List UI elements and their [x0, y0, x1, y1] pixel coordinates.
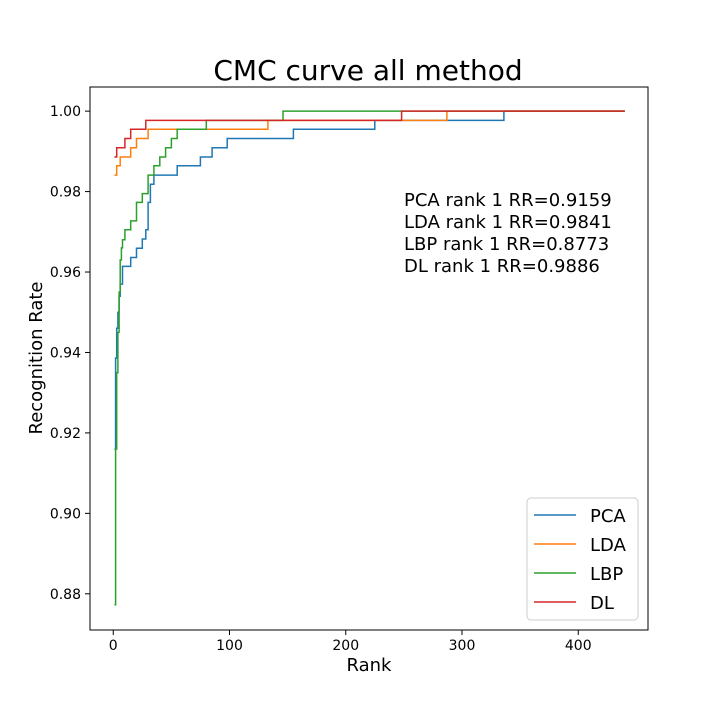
- x-tick-label: 300: [449, 638, 476, 654]
- legend-label-pca: PCA: [590, 506, 626, 527]
- annotation-lda: LDA rank 1 RR=0.9841: [404, 212, 612, 233]
- y-tick-label: 0.94: [50, 345, 81, 361]
- legend-label-dl: DL: [590, 593, 614, 614]
- y-tick-label: 0.88: [50, 587, 81, 603]
- chart-title: CMC curve all method: [213, 54, 522, 87]
- rank1-annotations: PCA rank 1 RR=0.9159 LDA rank 1 RR=0.984…: [404, 190, 612, 277]
- y-tick-label: 0.92: [50, 426, 81, 442]
- plot-area: [114, 110, 625, 606]
- legend: PCA LDA LBP DL: [526, 497, 639, 621]
- legend-label-lbp: LBP: [590, 564, 623, 585]
- series-line-dl: [114, 110, 625, 158]
- legend-label-lda: LDA: [590, 535, 627, 556]
- y-tick-label: 1.00: [50, 104, 81, 120]
- y-tick-label: 0.98: [50, 185, 81, 201]
- annotation-lbp: LBP rank 1 RR=0.8773: [404, 234, 609, 255]
- x-tick-label: 400: [565, 638, 592, 654]
- x-tick-label: 0: [109, 638, 118, 654]
- annotation-dl: DL rank 1 RR=0.9886: [404, 256, 600, 277]
- legend-box: [526, 497, 639, 621]
- x-axis-label: Rank: [347, 655, 393, 676]
- x-tick-label: 100: [216, 638, 243, 654]
- series-line-pca: [114, 110, 625, 451]
- series-line-lbp: [114, 110, 625, 606]
- plot-frame: [89, 86, 649, 631]
- annotation-pca: PCA rank 1 RR=0.9159: [404, 190, 612, 211]
- x-tick-label: 200: [332, 638, 359, 654]
- y-axis-label: Recognition Rate: [26, 282, 47, 435]
- y-tick-label: 0.96: [50, 265, 81, 281]
- y-axis: 0.88 0.90 0.92 0.94 0.96 0.98 1.00: [50, 104, 90, 603]
- y-tick-label: 0.90: [50, 506, 81, 522]
- x-axis: 0 100 200 300 400: [109, 630, 592, 654]
